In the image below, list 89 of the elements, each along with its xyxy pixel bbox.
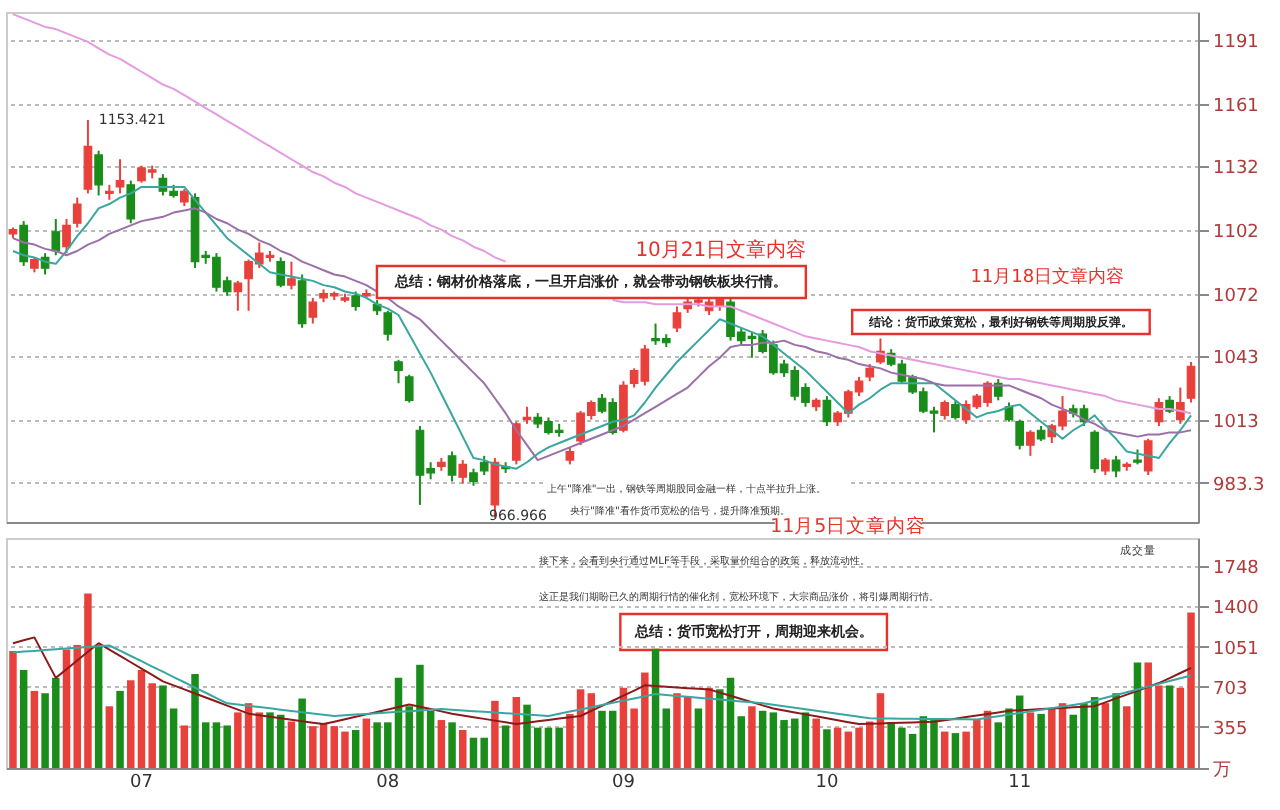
annotation: 11月18日文章内容 <box>970 266 1125 288</box>
candlestick <box>940 399 950 421</box>
candlestick <box>672 305 682 334</box>
bar <box>287 721 296 768</box>
y-tick-label: 355 <box>1213 719 1248 740</box>
candlestick <box>287 260 296 291</box>
bar <box>758 710 767 768</box>
y-tick-label: 1400 <box>1213 599 1260 620</box>
bar <box>662 708 671 768</box>
bar <box>180 725 189 768</box>
bar <box>255 712 264 768</box>
y-tick-label: 万 <box>1213 761 1231 781</box>
candlestick <box>351 290 361 312</box>
bar <box>1026 712 1035 768</box>
y-tick-label: 983.3 <box>1213 475 1265 496</box>
bar <box>351 729 360 768</box>
candlestick <box>394 358 403 385</box>
bar <box>94 644 103 768</box>
bar <box>705 687 713 768</box>
bar <box>105 706 114 768</box>
candlestick <box>83 118 93 195</box>
bar <box>1133 662 1142 768</box>
x-tick-label: 10 <box>815 773 839 793</box>
candlestick <box>479 454 489 477</box>
bar <box>1112 693 1120 768</box>
bar <box>30 690 39 768</box>
candlestick <box>51 217 61 257</box>
x-tick-label: 08 <box>376 773 400 793</box>
y-tick-label: 1051 <box>1213 639 1259 660</box>
candlestick <box>822 395 832 427</box>
candlestick <box>458 459 468 485</box>
bar <box>748 706 756 768</box>
candlestick <box>1090 429 1099 474</box>
bar <box>437 720 446 768</box>
bar <box>694 708 703 768</box>
bar <box>491 700 499 768</box>
bar <box>116 690 124 768</box>
y-tick-label: 1161 <box>1213 96 1259 117</box>
candlestick <box>383 309 393 342</box>
bar <box>812 718 820 768</box>
candlestick <box>951 399 960 421</box>
bar <box>1165 685 1174 768</box>
y-tick-label: 1013 <box>1213 412 1259 433</box>
bar <box>823 729 831 768</box>
candlestick <box>19 220 29 267</box>
candlestick <box>1015 418 1025 451</box>
candlestick <box>1111 454 1121 479</box>
y-tick-label: 1748 <box>1213 558 1260 579</box>
candlestick <box>72 196 82 229</box>
candlestick <box>1175 386 1185 425</box>
candlestick <box>404 373 414 404</box>
candlestick <box>447 450 457 483</box>
x-tick-label: 07 <box>130 773 153 793</box>
candlestick <box>126 179 136 225</box>
bar <box>951 733 960 768</box>
bar <box>833 727 842 768</box>
bar <box>459 729 467 768</box>
bar <box>19 670 28 768</box>
x-tick-label: 09 <box>611 773 636 793</box>
y-tick-label: 703 <box>1213 679 1248 700</box>
candlestick <box>233 279 243 312</box>
annotation: 11月5日文章内容 <box>770 514 927 538</box>
y-tick-label: 1191 <box>1213 32 1259 53</box>
candlestick <box>276 256 286 289</box>
candlestick <box>1186 360 1196 404</box>
candlestick <box>511 420 521 466</box>
x-tick-label: 11 <box>1008 773 1032 793</box>
annotation: 10月21日文章内容 <box>635 238 807 262</box>
bar <box>448 722 456 768</box>
bar <box>298 698 306 768</box>
bar <box>940 731 949 768</box>
y-tick-label: 1132 <box>1213 158 1259 179</box>
bar <box>9 651 17 768</box>
y-tick-label: 1043 <box>1213 348 1259 369</box>
candlestick <box>94 149 103 197</box>
y-tick-label: 1072 <box>1213 286 1259 307</box>
candlestick <box>62 217 71 255</box>
candlestick <box>1026 429 1035 457</box>
y-tick-label: 1102 <box>1213 222 1259 243</box>
candlestick <box>308 296 318 325</box>
bar <box>1123 706 1131 768</box>
candlestick <box>297 273 307 329</box>
candlestick <box>115 158 125 195</box>
candlestick <box>1143 437 1153 477</box>
bar <box>1101 703 1110 768</box>
bar <box>651 648 660 768</box>
bar <box>501 725 510 768</box>
bar <box>1037 713 1045 768</box>
bar <box>362 718 371 768</box>
